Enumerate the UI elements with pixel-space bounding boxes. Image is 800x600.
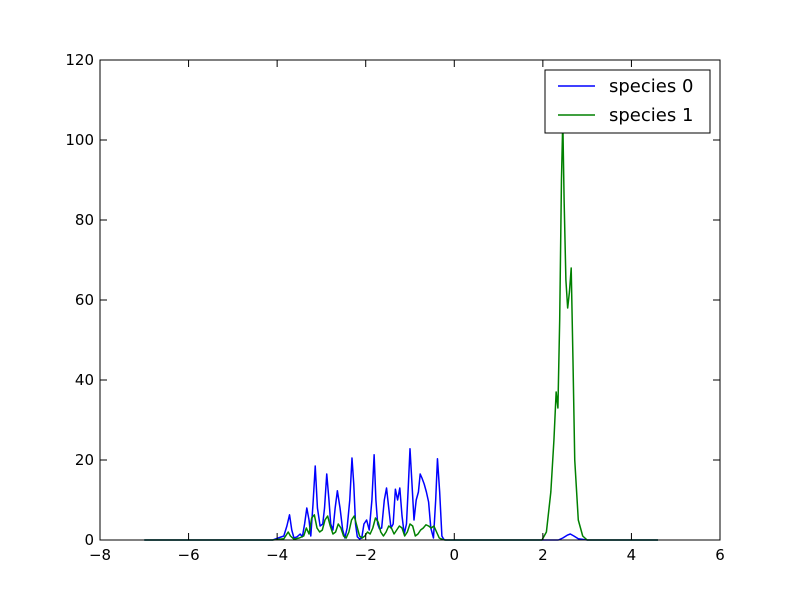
x-tick-label: 6: [715, 546, 725, 564]
series-line-0: [144, 448, 658, 541]
legend-label-0: species 0: [609, 76, 693, 97]
y-tick-label: 0: [84, 531, 94, 549]
y-tick-label: 100: [65, 131, 94, 149]
y-tick-label: 120: [65, 51, 94, 69]
y-tick-label: 40: [75, 371, 94, 389]
y-tick-label: 80: [75, 211, 94, 229]
x-tick-label: 2: [538, 546, 548, 564]
y-tick-label: 60: [75, 291, 94, 309]
series-line-1: [144, 119, 658, 541]
y-tick-label: 20: [75, 451, 94, 469]
x-tick-label: −8: [89, 546, 111, 564]
x-tick-label: 4: [627, 546, 637, 564]
legend-box: [544, 69, 711, 134]
series-layer: [144, 119, 658, 541]
legend: species 0 species 1: [544, 69, 711, 134]
x-tick-label: 0: [450, 546, 460, 564]
x-tick-label: −2: [355, 546, 377, 564]
x-tick-label: −6: [178, 546, 200, 564]
x-tick-label: −4: [266, 546, 288, 564]
legend-label-1: species 1: [609, 105, 693, 126]
